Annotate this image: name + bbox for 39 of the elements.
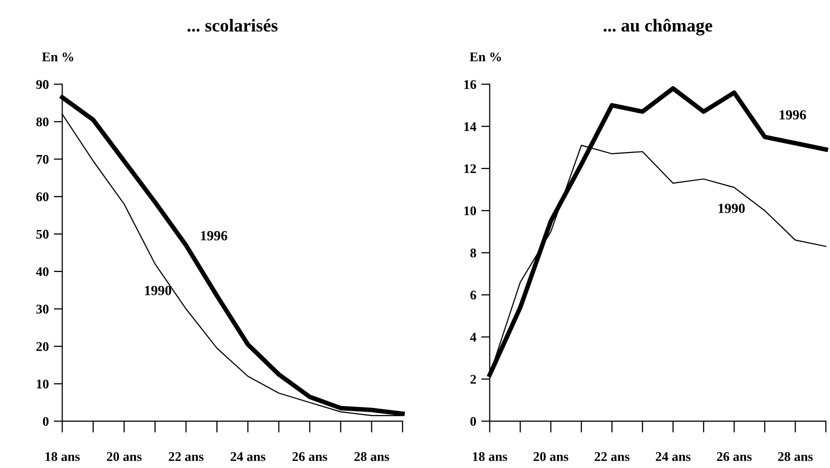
y-tick-label: 80: [36, 117, 49, 126]
x-tick-label: 26 ans: [292, 452, 328, 462]
y-tick-label: 0: [470, 417, 476, 426]
x-tick-label: 18 ans: [46, 452, 80, 462]
y-axis-title: En %: [470, 52, 501, 62]
x-tick-label: 26 ans: [716, 452, 752, 462]
x-tick-label: 22 ans: [168, 452, 204, 462]
x-tick-label: 18 ans: [472, 452, 508, 462]
x-tick-label: 20 ans: [106, 452, 142, 462]
series-label: 1996: [201, 231, 228, 240]
y-tick-label: 50: [36, 230, 49, 239]
series-label: 1990: [145, 286, 172, 296]
x-tick-label: 24 ans: [656, 452, 691, 462]
y-tick-label: 20: [36, 342, 49, 352]
x-tick-label: 28 ans: [778, 452, 813, 462]
x-tick-label: 24 ans: [230, 452, 266, 462]
y-tick-label: 30: [36, 304, 49, 314]
y-tick-label: 0: [42, 417, 49, 426]
y-tick-label: 6: [470, 290, 476, 300]
x-tick-label: 22 ans: [594, 452, 630, 462]
y-tick-label: 10: [36, 380, 49, 388]
y-tick-label: 4: [470, 332, 476, 342]
x-tick-label: 20 ans: [534, 452, 568, 462]
series-label: 1990: [718, 204, 745, 214]
y-tick-label: 14: [464, 122, 476, 131]
x-tick-label: 28 ans: [354, 452, 390, 462]
y-tick-label: 90: [36, 80, 49, 89]
y-tick-label: 2: [470, 374, 476, 384]
chart-title: ... scolarisés: [188, 18, 278, 32]
y-axis-title: En %: [42, 52, 74, 62]
chart-title: ... au chômage: [604, 18, 712, 36]
y-tick-label: 60: [36, 192, 49, 202]
series-label: 1996: [780, 110, 806, 120]
y-tick-label: 16: [464, 80, 476, 89]
y-tick-label: 12: [464, 164, 476, 174]
y-tick-label: 8: [470, 248, 476, 258]
y-tick-label: 40: [36, 267, 49, 276]
y-tick-label: 70: [36, 154, 49, 164]
y-tick-label: 10: [464, 206, 476, 216]
